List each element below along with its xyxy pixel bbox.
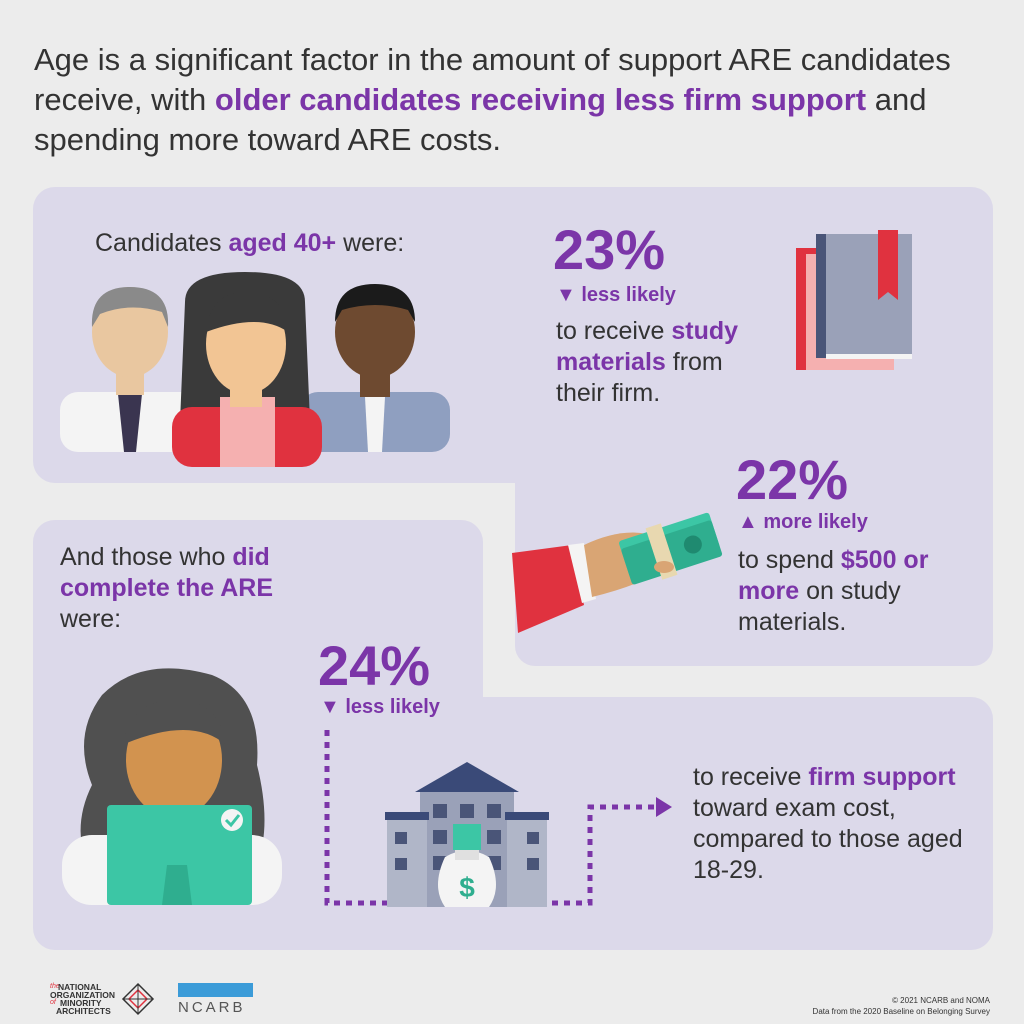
- headline-part2: and spending more toward ARE costs.: [34, 82, 927, 157]
- stat1-description: to receive study materials from their fi…: [556, 316, 776, 409]
- stat2-desc-highlight: $500 or more: [738, 546, 929, 605]
- stat3-description: to receive firm support toward exam cost…: [693, 762, 968, 886]
- stat1-desc-plain1: to receive: [556, 317, 672, 345]
- stat3-value: 24%: [318, 634, 431, 697]
- stat2-value: 22%: [736, 448, 849, 511]
- stat3-direction: ▼ less likely: [320, 696, 440, 718]
- headline-highlight: older candidates receiving less firm sup…: [214, 82, 867, 117]
- woman-laptop-icon: [62, 668, 282, 905]
- stat2-description: to spend $500 or more on study materials…: [738, 545, 968, 638]
- section1-intro: Candidates aged 40+ were:: [95, 228, 404, 259]
- building-money-icon: $: [385, 762, 549, 907]
- svg-text:$: $: [459, 872, 475, 903]
- stat3-desc-highlight: firm support: [808, 763, 956, 791]
- section1-intro-highlight: aged 40+: [228, 229, 337, 257]
- section2-intro-end: were:: [60, 605, 122, 633]
- hand-money-icon: [512, 512, 723, 633]
- stat2-direction: ▲ more likely: [738, 511, 868, 533]
- stat2-desc-plain2: on study materials.: [738, 577, 901, 636]
- noma-diamond-icon: [121, 982, 155, 1016]
- stat1-desc-plain2: from their firm.: [556, 348, 723, 407]
- book-icon: [796, 230, 912, 370]
- stat3-desc-plain1: to receive: [693, 763, 809, 791]
- noma-line1: NATIONAL: [58, 982, 102, 992]
- data-source: Data from the 2020 Baseline on Belonging…: [812, 1007, 990, 1016]
- ncarb-logo: NCARB: [178, 983, 253, 1016]
- section1-intro-end: were:: [336, 229, 405, 257]
- copyright: © 2021 NCARB and NOMA: [892, 996, 990, 1005]
- noma-of: of: [50, 999, 56, 1006]
- stat1-value: 23%: [553, 218, 666, 281]
- noma-line4: ARCHITECTS: [56, 1006, 111, 1016]
- stat2-desc-plain1: to spend: [738, 546, 841, 574]
- section1-intro-plain: Candidates: [95, 229, 229, 257]
- headline: Age is a significant factor in the amoun…: [34, 40, 994, 160]
- section2-intro: And those who did complete the ARE were:: [60, 542, 300, 635]
- headline-part1: Age is a significant factor in the amoun…: [34, 42, 951, 117]
- stat3-desc-plain2: toward exam cost, compared to those aged…: [693, 794, 963, 884]
- noma-line3: MINORITY: [60, 998, 102, 1008]
- stat1-desc-highlight: study materials: [556, 317, 739, 376]
- noma-logo: the NATIONAL ORGANIZATION of MINORITY AR…: [50, 983, 160, 1017]
- people-group-icon: [60, 272, 450, 467]
- stat1-direction: ▼ less likely: [556, 284, 676, 306]
- noma-line2: ORGANIZATION: [50, 990, 116, 1000]
- ncarb-text: NCARB: [178, 999, 246, 1016]
- noma-the: the: [50, 983, 60, 990]
- section2-intro-highlight: did complete the ARE: [60, 543, 274, 602]
- section2-intro-plain: And those who: [60, 543, 233, 571]
- ncarb-bar: [178, 983, 253, 997]
